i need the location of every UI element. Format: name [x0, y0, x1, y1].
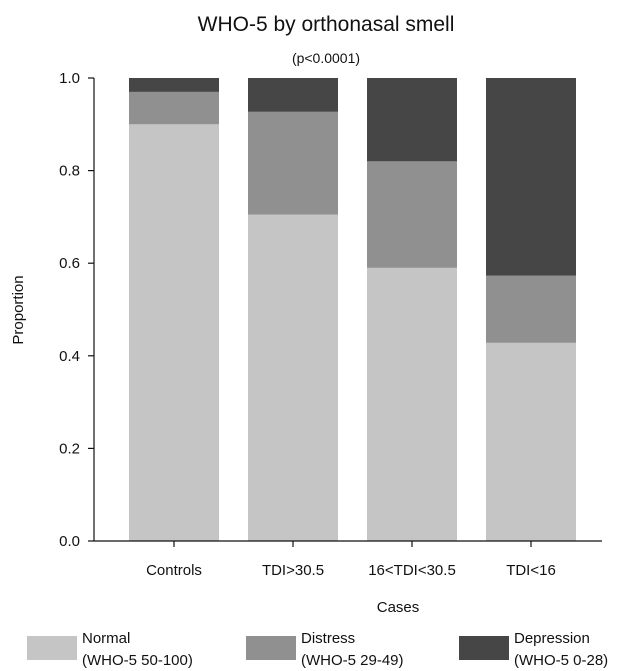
bar-normal-3 [486, 342, 576, 541]
bar-normal-0 [129, 124, 219, 542]
bar-depression-2 [367, 78, 457, 162]
legend-sublabel-normal: (WHO-5 50-100) [82, 652, 193, 669]
chart-title: WHO-5 by orthonasal smell [198, 13, 455, 36]
y-tick-label: 0.4 [59, 348, 80, 365]
y-axis-label: Proportion [10, 275, 27, 344]
y-tick-label: 0.6 [59, 255, 80, 272]
legend-sublabel-distress: (WHO-5 29-49) [301, 652, 404, 669]
x-axis-label: Cases [377, 599, 420, 616]
x-axis-ticks: Controls TDI>30.5 16<TDI<30.5 TDI<16 [146, 541, 556, 579]
x-tick-label: Controls [146, 562, 202, 579]
x-tick-label: TDI<16 [506, 562, 556, 579]
legend-swatch-depression [459, 636, 509, 660]
bar-distress-0 [129, 91, 219, 125]
legend-swatch-normal [27, 636, 77, 660]
x-tick-label: 16<TDI<30.5 [368, 562, 456, 579]
x-tick-label: TDI>30.5 [262, 562, 324, 579]
bar-distress-1 [248, 111, 338, 215]
legend-label-normal: Normal [82, 630, 130, 647]
y-tick-label: 0.2 [59, 440, 80, 457]
legend-swatch-distress [246, 636, 296, 660]
y-axis-ticks: 0.0 0.2 0.4 0.6 0.8 1.0 [59, 70, 94, 550]
bar-distress-3 [486, 275, 576, 343]
y-tick-label: 0.8 [59, 163, 80, 180]
y-tick-label: 1.0 [59, 70, 80, 87]
chart-subtitle: (p<0.0001) [292, 50, 360, 66]
legend-label-distress: Distress [301, 630, 355, 647]
bar-depression-0 [129, 78, 219, 92]
bar-depression-3 [486, 78, 576, 276]
bar-depression-1 [248, 78, 338, 112]
bar-distress-2 [367, 161, 457, 268]
plot-area [129, 78, 576, 542]
bar-normal-1 [248, 214, 338, 541]
legend-label-depression: Depression [514, 630, 590, 647]
bar-normal-2 [367, 267, 457, 541]
legend-sublabel-depression: (WHO-5 0-28) [514, 652, 608, 669]
y-tick-label: 0.0 [59, 533, 80, 550]
legend: Normal (WHO-5 50-100) Distress (WHO-5 29-49… [27, 630, 608, 669]
